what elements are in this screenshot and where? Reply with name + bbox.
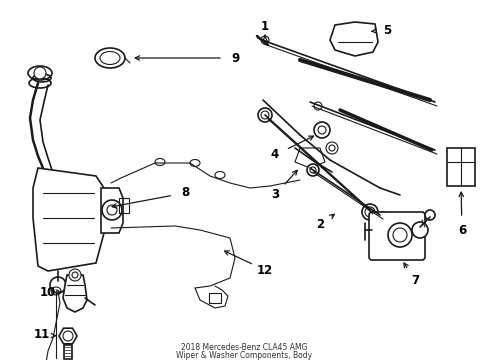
Text: 1: 1 [261, 19, 268, 32]
Text: 11: 11 [34, 328, 50, 342]
Text: 2: 2 [315, 219, 324, 231]
Bar [119, 198, 129, 213]
Circle shape [376, 212, 388, 224]
Circle shape [261, 111, 268, 119]
Text: 5: 5 [382, 23, 390, 36]
Bar [64, 345, 72, 359]
Text: 9: 9 [230, 51, 239, 64]
Text: 3: 3 [270, 189, 279, 202]
Circle shape [424, 210, 434, 220]
Circle shape [392, 228, 406, 242]
Text: 4: 4 [270, 148, 279, 162]
Polygon shape [101, 188, 123, 233]
Circle shape [107, 205, 117, 215]
FancyBboxPatch shape [368, 212, 424, 260]
Circle shape [328, 145, 334, 151]
Circle shape [379, 215, 385, 221]
Circle shape [411, 222, 427, 238]
Circle shape [261, 36, 268, 44]
Circle shape [387, 223, 411, 247]
Circle shape [69, 269, 81, 281]
Polygon shape [33, 168, 106, 271]
Circle shape [361, 204, 377, 220]
Circle shape [34, 67, 46, 79]
Circle shape [325, 142, 337, 154]
Bar [446, 148, 474, 186]
Text: 12: 12 [256, 264, 273, 276]
Circle shape [306, 164, 318, 176]
Text: 2018 Mercedes-Benz CLA45 AMG: 2018 Mercedes-Benz CLA45 AMG [181, 343, 306, 352]
Circle shape [313, 122, 329, 138]
Circle shape [258, 108, 271, 122]
Text: 7: 7 [410, 274, 418, 287]
Text: 6: 6 [457, 224, 465, 237]
Circle shape [50, 277, 66, 293]
Polygon shape [59, 328, 77, 344]
Polygon shape [329, 22, 377, 56]
Text: 8: 8 [181, 186, 189, 199]
Circle shape [102, 200, 122, 220]
Text: Wiper & Washer Components, Body: Wiper & Washer Components, Body [176, 351, 311, 360]
Circle shape [313, 102, 321, 110]
Polygon shape [63, 275, 87, 312]
Circle shape [364, 207, 374, 217]
Text: 10: 10 [40, 285, 56, 298]
Bar [208, 293, 221, 303]
Circle shape [309, 167, 315, 173]
Circle shape [317, 126, 325, 134]
